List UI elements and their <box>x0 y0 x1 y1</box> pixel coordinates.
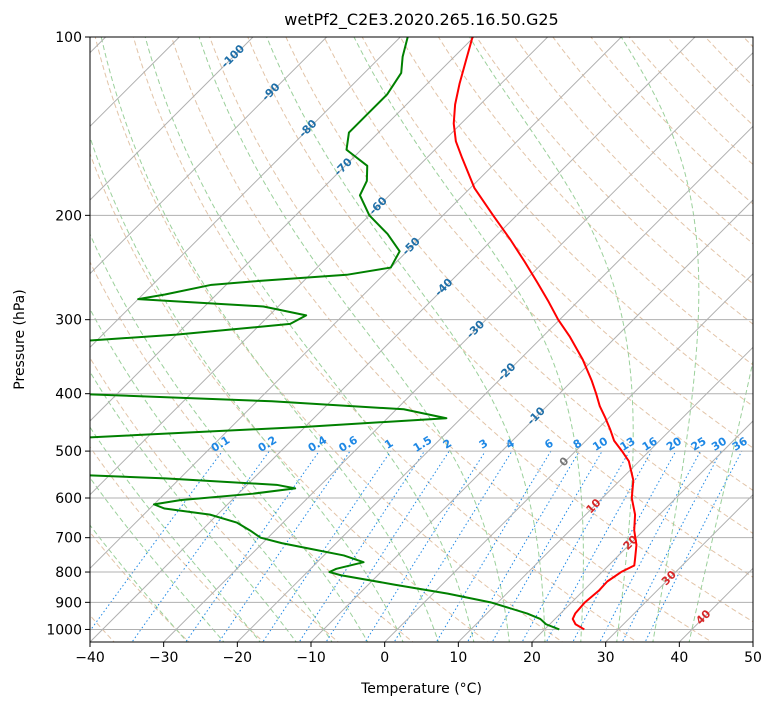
y-tick-label: 800 <box>55 565 82 581</box>
dry-adiabat <box>167 24 715 645</box>
x-axis-label: Temperature (°C) <box>360 681 482 697</box>
isotherm-line <box>0 24 266 645</box>
x-tick-label: −40 <box>75 650 105 666</box>
dry-adiabat <box>393 24 775 645</box>
mixing-ratio-label: 2 <box>441 437 454 452</box>
dry-adiabat <box>280 24 775 645</box>
isotherm-line <box>677 24 775 645</box>
isotherm-line <box>235 24 775 645</box>
plot-frame <box>90 37 753 642</box>
dry-adiabat <box>769 24 775 645</box>
x-tick-label: 30 <box>597 650 615 666</box>
moist-adiabat <box>98 24 439 645</box>
moist-adiabat <box>462 24 634 645</box>
moist-adiabat <box>262 24 546 645</box>
y-tick-label: 1000 <box>46 622 82 638</box>
dry-adiabat <box>693 24 775 645</box>
y-tick-label: 900 <box>55 595 82 611</box>
dry-adiabat <box>0 24 191 645</box>
x-tick-label: −10 <box>296 650 326 666</box>
chart-title: wetPf2_C2E3.2020.265.16.50.G25 <box>284 10 558 30</box>
y-tick-label: 600 <box>55 491 82 507</box>
moist-adiabat <box>3 24 333 645</box>
mixing-ratio-label: 0.2 <box>256 433 279 454</box>
background-lines <box>0 24 775 645</box>
isotherm-label: -30 <box>464 318 487 341</box>
dry-adiabat <box>130 24 641 645</box>
dry-adiabat <box>430 24 775 645</box>
isotherm-line <box>751 24 775 645</box>
dry-adiabat <box>581 24 775 645</box>
temperature-profile <box>454 37 637 629</box>
dry-adiabat <box>318 24 775 645</box>
y-tick-label: 500 <box>55 444 82 460</box>
x-tick-label: 50 <box>744 650 762 666</box>
moist-adiabat <box>62 24 404 645</box>
dry-adiabat <box>506 24 775 645</box>
mixing-ratio-label: 6 <box>542 436 556 451</box>
axis-ticks: −40 −30 −20 −10 0 10 20 30 40 50 1000 900 800 700 600 5… <box>46 30 762 666</box>
moist-adiabat <box>689 24 775 645</box>
mixing-ratio-line <box>644 451 742 644</box>
x-tick-label: 10 <box>449 650 467 666</box>
y-tick-label: 700 <box>55 531 82 547</box>
mixing-ratio-line <box>466 451 579 644</box>
isotherm-label: -40 <box>432 276 455 299</box>
x-tick-label: 0 <box>380 650 389 666</box>
isotherm-label: -10 <box>525 404 548 427</box>
mixing-ratio-label: 3 <box>477 437 490 452</box>
moist-adiabat <box>0 24 298 645</box>
mixing-ratio-line <box>325 451 450 644</box>
y-tick-label: 400 <box>55 387 82 403</box>
mixing-ratio-line <box>217 451 350 644</box>
dry-adiabat <box>55 24 491 645</box>
mixing-ratio-label: 4 <box>503 436 517 451</box>
dry-adiabat <box>468 24 775 645</box>
moist-adiabat <box>613 24 699 645</box>
x-tick-label: 20 <box>523 650 541 666</box>
moist-adiabat <box>0 24 262 645</box>
y-tick-label: 300 <box>55 313 82 329</box>
dry-adiabat <box>355 24 775 645</box>
y-tick-label: 200 <box>55 208 82 224</box>
dry-adiabat <box>656 24 775 645</box>
moist-adiabat <box>195 24 510 645</box>
isotherm-line <box>0 24 193 645</box>
x-tick-label: −30 <box>149 650 179 666</box>
isotherm-line <box>530 24 775 645</box>
y-axis-label: Pressure (hPa) <box>12 289 28 389</box>
dry-adiabat <box>17 24 416 645</box>
y-tick-label: 100 <box>55 30 82 46</box>
isotherm-line <box>382 24 775 645</box>
isotherm-line <box>0 24 487 645</box>
x-tick-label: 40 <box>670 650 688 666</box>
isotherm-label: -50 <box>400 235 423 258</box>
mixing-ratio-line <box>364 451 486 644</box>
x-tick-label: −20 <box>223 650 253 666</box>
dry-adiabat <box>0 24 266 645</box>
